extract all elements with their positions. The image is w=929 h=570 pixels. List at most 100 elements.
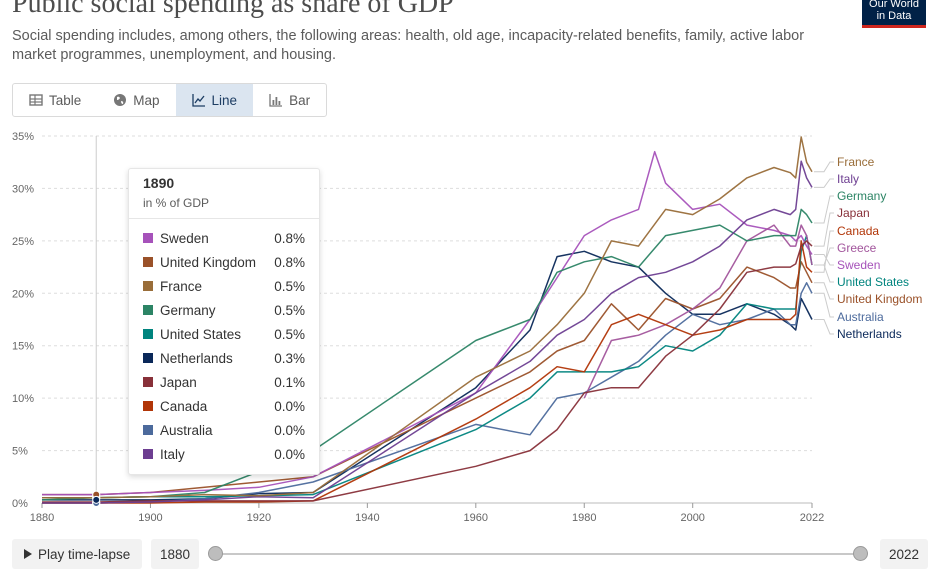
series-line — [41, 208, 813, 501]
x-tick-label: 1960 — [464, 512, 488, 524]
tooltip-value: 0.0% — [274, 422, 305, 438]
tooltip-value: 0.0% — [274, 398, 305, 414]
tooltip-country: United Kingdom — [160, 254, 257, 270]
series-line — [42, 261, 813, 496]
end-year-label: 2022 — [889, 546, 920, 562]
series-label: Italy — [837, 172, 859, 186]
tooltip-row: Sweden 0.8% — [143, 228, 305, 248]
timeline-start-handle[interactable] — [208, 546, 223, 561]
tooltip-country: United States — [160, 326, 242, 342]
tooltip-country: Japan — [160, 374, 197, 390]
play-icon — [24, 549, 32, 559]
play-timelapse-button[interactable]: Play time-lapse — [12, 539, 143, 569]
owid-logo[interactable]: Our World in Data — [862, 0, 926, 28]
x-tick-label: 2000 — [680, 512, 704, 524]
tooltip-swatch — [143, 353, 153, 363]
series-line — [42, 240, 813, 504]
tooltip-row: Netherlands 0.3% — [143, 348, 305, 368]
tooltip-country: Canada — [160, 398, 208, 414]
view-tabs: Table Map Line Bar — [12, 83, 328, 117]
hover-dot — [92, 495, 101, 504]
series-line — [42, 160, 813, 504]
label-connector — [814, 292, 834, 318]
end-year-box[interactable]: 2022 — [880, 539, 929, 569]
line-chart-icon — [191, 94, 205, 107]
label-connector — [814, 212, 834, 247]
tooltip-swatch — [143, 305, 153, 315]
y-tick-label: 10% — [12, 393, 34, 405]
tooltip-country: Italy — [160, 446, 185, 462]
tooltip-value: 0.8% — [274, 230, 305, 246]
tooltip-value: 0.5% — [274, 278, 305, 294]
x-tick-label: 1920 — [247, 512, 271, 524]
x-tick-label: 1940 — [355, 512, 379, 524]
tab-bar-label: Bar — [289, 92, 311, 108]
tooltip-country: France — [160, 278, 203, 294]
label-connector — [814, 178, 834, 188]
label-connector — [814, 264, 834, 283]
label-connector — [814, 247, 834, 266]
y-tick-label: 15% — [12, 341, 34, 353]
tooltip-row: Germany 0.5% — [143, 300, 305, 320]
x-tick-label: 1900 — [138, 512, 162, 524]
tooltip-country: Sweden — [160, 230, 209, 246]
table-icon — [29, 94, 43, 106]
x-tick-label: 1980 — [572, 512, 596, 524]
series-line — [42, 150, 813, 496]
tab-line[interactable]: Line — [175, 84, 254, 116]
tooltip-country: Netherlands — [160, 350, 233, 366]
series-label: Australia — [837, 310, 884, 324]
tooltip-swatch — [143, 233, 153, 243]
tab-bar[interactable]: Bar — [253, 84, 326, 116]
y-tick-label: 35% — [12, 131, 34, 143]
label-connector — [814, 319, 834, 335]
tooltip-value: 0.5% — [274, 302, 305, 318]
tooltip-unit: in % of GDP — [143, 196, 210, 210]
tooltip-value: 0.5% — [274, 326, 305, 342]
tooltip-swatch — [143, 449, 153, 459]
series-label: Japan — [837, 206, 870, 220]
globe-icon — [114, 94, 127, 106]
tooltip-row: United Kingdom 0.8% — [143, 252, 305, 272]
tooltip-swatch — [143, 281, 153, 291]
tab-table-label: Table — [49, 92, 82, 108]
tooltip-value: 0.1% — [274, 374, 305, 390]
tab-line-label: Line — [211, 92, 238, 108]
tooltip-year: 1890 — [143, 175, 175, 191]
tooltip-row: United States 0.5% — [143, 324, 305, 344]
tooltip-row: Canada 0.0% — [143, 396, 305, 416]
tooltip-swatch — [143, 401, 153, 411]
label-connector — [814, 282, 834, 300]
label-connector — [814, 254, 834, 266]
y-tick-label: 5% — [12, 446, 28, 458]
tooltip-swatch — [143, 425, 153, 435]
chart-title: Public social spending as share of GDP — [12, 0, 454, 19]
tooltip-swatch — [143, 257, 153, 267]
tooltip-divider — [129, 218, 319, 219]
start-year-box[interactable]: 1880 — [151, 539, 200, 569]
tooltip-row: Japan 0.1% — [143, 372, 305, 392]
series-label: Greece — [837, 241, 877, 255]
tooltip-value: 0.3% — [274, 350, 305, 366]
logo-line-2: in Data — [876, 10, 912, 22]
start-year-label: 1880 — [160, 546, 191, 562]
timeline-slider-track[interactable] — [216, 553, 861, 555]
tab-table[interactable]: Table — [13, 84, 97, 116]
y-tick-label: 25% — [12, 236, 34, 248]
tooltip-swatch — [143, 377, 153, 387]
series-label: Netherlands — [837, 327, 902, 341]
series-label: United Kingdom — [837, 292, 922, 306]
series-label: Sweden — [837, 258, 880, 272]
timeline-end-handle[interactable] — [853, 546, 868, 561]
tooltip-row: France 0.5% — [143, 276, 305, 296]
tooltip-row: Italy 0.0% — [143, 444, 305, 464]
x-tick-label: 2022 — [800, 512, 824, 524]
tab-map[interactable]: Map — [97, 84, 175, 116]
y-tick-label: 20% — [12, 288, 34, 300]
tooltip-value: 0.8% — [274, 254, 305, 270]
x-tick-label: 1880 — [30, 512, 54, 524]
series-line — [42, 234, 813, 499]
tooltip-row: Australia 0.0% — [143, 420, 305, 440]
series-label: Canada — [837, 224, 879, 238]
play-timelapse-label: Play time-lapse — [38, 546, 131, 562]
